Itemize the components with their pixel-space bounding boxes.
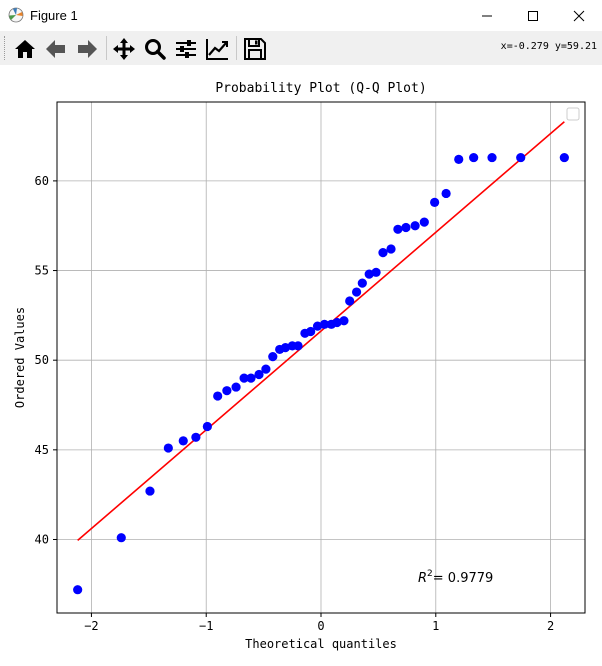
data-point <box>254 369 264 380</box>
data-point <box>386 244 396 254</box>
legend-box <box>566 107 580 121</box>
data-point <box>191 432 201 442</box>
r-squared-value: = 0.9779 <box>433 571 494 586</box>
edit-axis-icon <box>206 39 228 60</box>
data-point <box>332 317 342 328</box>
home-icon <box>15 40 35 58</box>
r-squared-symbol: R <box>418 571 427 586</box>
grid-lines <box>57 102 585 613</box>
back-button[interactable] <box>43 36 69 62</box>
r-squared-exponent: 2 <box>427 569 433 579</box>
forward-button[interactable] <box>74 36 100 62</box>
data-point <box>469 152 479 163</box>
data-point <box>268 352 278 362</box>
data-point <box>280 343 291 353</box>
data-point <box>246 373 256 383</box>
edit-axis-button[interactable] <box>204 36 230 62</box>
x-tick-label: 0 <box>317 619 324 633</box>
data-point <box>178 436 188 446</box>
data-point <box>559 152 569 163</box>
pan-button[interactable] <box>111 36 137 62</box>
minimize-button[interactable] <box>464 0 510 31</box>
x-tick-label: −2 <box>84 619 98 633</box>
configure-subplots-icon <box>176 40 196 58</box>
toolbar-grip <box>4 36 8 60</box>
zoom-icon <box>145 39 166 60</box>
x-tick-label: 2 <box>547 619 554 633</box>
pan-icon <box>113 38 135 60</box>
figure-canvas[interactable] <box>0 65 602 666</box>
data-point <box>116 533 126 543</box>
cursor-coordinates: x=-0.279 y=59.21 <box>500 41 597 52</box>
data-point <box>487 152 497 163</box>
matplotlib-icon <box>8 7 24 23</box>
y-tick-label: 40 <box>35 532 49 546</box>
data-point <box>222 386 232 396</box>
toolbar-separator <box>236 36 237 60</box>
zoom-button[interactable] <box>142 36 168 62</box>
close-icon <box>573 10 585 22</box>
y-tick-label: 55 <box>35 264 49 278</box>
x-tick-label: −1 <box>199 619 213 633</box>
save-button[interactable] <box>242 36 268 62</box>
forward-arrow-icon <box>78 40 97 58</box>
close-button[interactable] <box>556 0 602 31</box>
data-point <box>73 585 83 595</box>
data-point <box>306 326 316 337</box>
maximize-button[interactable] <box>510 0 556 31</box>
data-point <box>293 341 303 351</box>
window-titlebar: Figure 1 <box>0 0 602 32</box>
data-point <box>312 321 323 331</box>
data-point <box>351 287 362 297</box>
data-point <box>419 217 429 227</box>
fit-line-layer <box>77 121 565 541</box>
data-point <box>213 391 223 401</box>
configure-subplots-button[interactable] <box>173 36 199 62</box>
window-title: Figure 1 <box>30 8 78 23</box>
data-point <box>371 267 381 277</box>
y-tick-label: 60 <box>35 174 49 188</box>
y-axis-label: Ordered Values <box>13 307 27 408</box>
minimize-icon <box>482 15 492 17</box>
data-point <box>357 278 367 288</box>
data-point <box>345 296 355 306</box>
navigation-toolbar <box>0 31 602 65</box>
maximize-icon <box>528 11 538 21</box>
back-arrow-icon <box>46 40 65 58</box>
data-point <box>364 269 374 279</box>
qq-plot[interactable]: −2 −1 0 1 2 40 45 50 55 60 Probability Plot (Q-Q … <box>0 65 602 666</box>
r-squared-annotation: R2= 0.9779 <box>418 569 493 586</box>
chart-title: Probability Plot (Q-Q Plot) <box>215 81 426 96</box>
x-axis-label: Theoretical quantiles <box>245 637 397 651</box>
data-point <box>261 364 271 374</box>
home-button[interactable] <box>12 36 38 62</box>
x-tick-label: 1 <box>432 619 439 633</box>
data-point <box>393 224 403 234</box>
data-point <box>454 154 464 164</box>
save-icon <box>244 38 266 60</box>
fit-line <box>77 121 565 541</box>
data-point <box>145 486 155 496</box>
y-tick-label: 45 <box>35 443 49 457</box>
toolbar-separator <box>106 36 107 60</box>
data-point <box>339 316 349 326</box>
data-point <box>231 382 241 392</box>
data-point <box>401 222 411 233</box>
data-point <box>441 188 451 199</box>
data-point <box>163 443 173 453</box>
data-point <box>430 197 440 208</box>
data-point <box>410 221 420 231</box>
data-points <box>73 152 569 595</box>
y-tick-label: 50 <box>35 353 49 367</box>
axis-ticks: −2 −1 0 1 2 40 45 50 55 60 <box>35 174 555 633</box>
data-point <box>319 319 330 329</box>
data-point <box>239 373 249 383</box>
data-point <box>202 421 212 432</box>
data-point <box>378 248 388 258</box>
data-point <box>516 152 526 163</box>
